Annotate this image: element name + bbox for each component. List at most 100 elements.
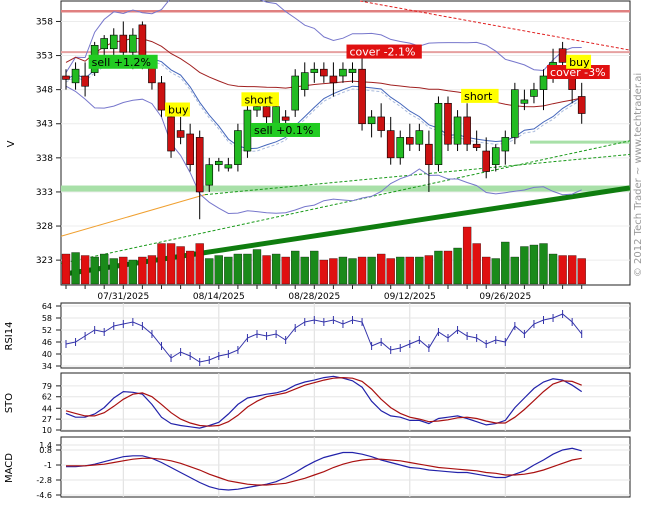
- rsi-panel-frame: [60, 302, 631, 369]
- sto-tick-label: 79: [42, 382, 52, 391]
- volume-bar: [100, 253, 109, 285]
- candle-body: [415, 130, 424, 145]
- signal-label: cover -3%: [550, 66, 606, 79]
- sto-tick-label: 10: [42, 426, 52, 435]
- candle-body: [511, 89, 519, 138]
- volume-bar: [529, 244, 539, 285]
- candle-body: [186, 133, 194, 165]
- candle-body: [243, 109, 252, 152]
- volume-bar: [271, 253, 281, 285]
- volume-bar: [80, 255, 90, 285]
- signal-annotations: sell +1.2% buy short sell +0.1% cover -2.1% s…: [88, 44, 610, 137]
- volume-bar: [491, 258, 500, 285]
- volume-bar: [338, 256, 348, 285]
- volume-bar: [90, 256, 99, 285]
- volume-bar: [147, 255, 157, 285]
- candle-body: [109, 34, 118, 50]
- volume-bar: [71, 252, 80, 285]
- volume-bar: [357, 256, 367, 285]
- candle-body: [520, 99, 529, 104]
- candle-body: [377, 116, 385, 131]
- macd-tick-label: -2.8: [36, 476, 52, 485]
- candle-body: [577, 96, 586, 114]
- volume-bar: [166, 243, 176, 285]
- candle-body: [234, 130, 242, 165]
- volume-bar: [386, 258, 395, 285]
- signal-box: [547, 65, 610, 80]
- price-tick-label: 323: [36, 256, 53, 266]
- macd-panel-frame: [60, 436, 631, 498]
- signal-label: short: [244, 93, 273, 106]
- sto-series: 10 27 44 62 79: [42, 375, 630, 435]
- signal-box: [461, 88, 499, 103]
- volume-bar: [128, 259, 138, 285]
- rsi-tick-label: 52: [42, 326, 52, 335]
- rsi-series: 34 40 46 52 58 64: [42, 302, 630, 371]
- volume-bar: [233, 253, 243, 285]
- volume-bar: [157, 243, 166, 285]
- x-tick-label: 09/26/2025: [479, 292, 531, 302]
- sto-axis-label: STO: [4, 393, 15, 413]
- volume-bar: [462, 226, 472, 285]
- volume-bar: [415, 256, 424, 285]
- rsi-tick-label: 34: [42, 362, 52, 371]
- volume-bar: [185, 250, 195, 285]
- volume-bar: [195, 243, 204, 285]
- volume-bars: [61, 226, 586, 285]
- macd-tick-label: -4.6: [36, 491, 52, 500]
- volume-bar: [348, 258, 357, 285]
- candle-body: [386, 130, 395, 159]
- signal-box: [566, 54, 592, 69]
- candle-body: [453, 116, 462, 145]
- signal-box: [251, 122, 320, 137]
- signal-label: buy: [569, 56, 590, 69]
- candle-body: [62, 75, 70, 80]
- volume-bar: [119, 256, 128, 285]
- rsi-axis-label: RSI14: [4, 322, 15, 351]
- macd-series: -4.6 -2.8 -1 0.81.4: [36, 441, 630, 500]
- macd-tick-label: 0.8: [39, 446, 52, 455]
- volume-bar: [214, 255, 223, 285]
- candle-body: [320, 68, 328, 77]
- volume-bar: [176, 246, 185, 285]
- volume-bar: [205, 258, 214, 285]
- volume-bar: [510, 256, 520, 285]
- volume-bar: [224, 256, 233, 285]
- volume-bar: [482, 256, 491, 285]
- volume-bar: [405, 256, 414, 285]
- x-tick-label: 09/12/2025: [384, 292, 436, 302]
- volume-bar: [443, 250, 453, 285]
- candle-body: [291, 75, 300, 111]
- sto-d-line: [65, 376, 582, 427]
- volume-bar: [520, 246, 529, 285]
- candlesticks: [62, 21, 586, 220]
- candle-body: [157, 82, 166, 111]
- candle-body: [530, 89, 538, 97]
- candle-body: [539, 75, 548, 90]
- price-tick-label: 343: [36, 120, 53, 130]
- volume-bar: [434, 250, 443, 285]
- candle-body: [329, 75, 338, 84]
- candle-body: [81, 75, 89, 87]
- price-tick-label: 348: [36, 86, 53, 96]
- sto-tick-label: 62: [42, 393, 52, 402]
- support-band: [61, 185, 630, 192]
- volume-bar: [472, 243, 481, 285]
- watermark: © 2012 Tech Trader ~ www.techtrader.ai: [633, 73, 644, 277]
- lower-band-line: [65, 85, 582, 215]
- candle-body: [472, 143, 481, 148]
- candle-body: [310, 68, 319, 73]
- candle-body: [205, 164, 214, 186]
- downtrend-dashed: [359, 0, 631, 51]
- x-tick-label: 07/31/2025: [97, 292, 149, 302]
- volume-bar: [329, 258, 338, 285]
- volume-bar: [281, 256, 290, 285]
- volume-bar: [319, 259, 329, 285]
- candle-body: [405, 137, 414, 145]
- signal-label: cover -2.1%: [350, 46, 416, 59]
- orange-trendline: [60, 194, 206, 237]
- volume-bar: [109, 258, 118, 285]
- candle-body: [281, 116, 290, 121]
